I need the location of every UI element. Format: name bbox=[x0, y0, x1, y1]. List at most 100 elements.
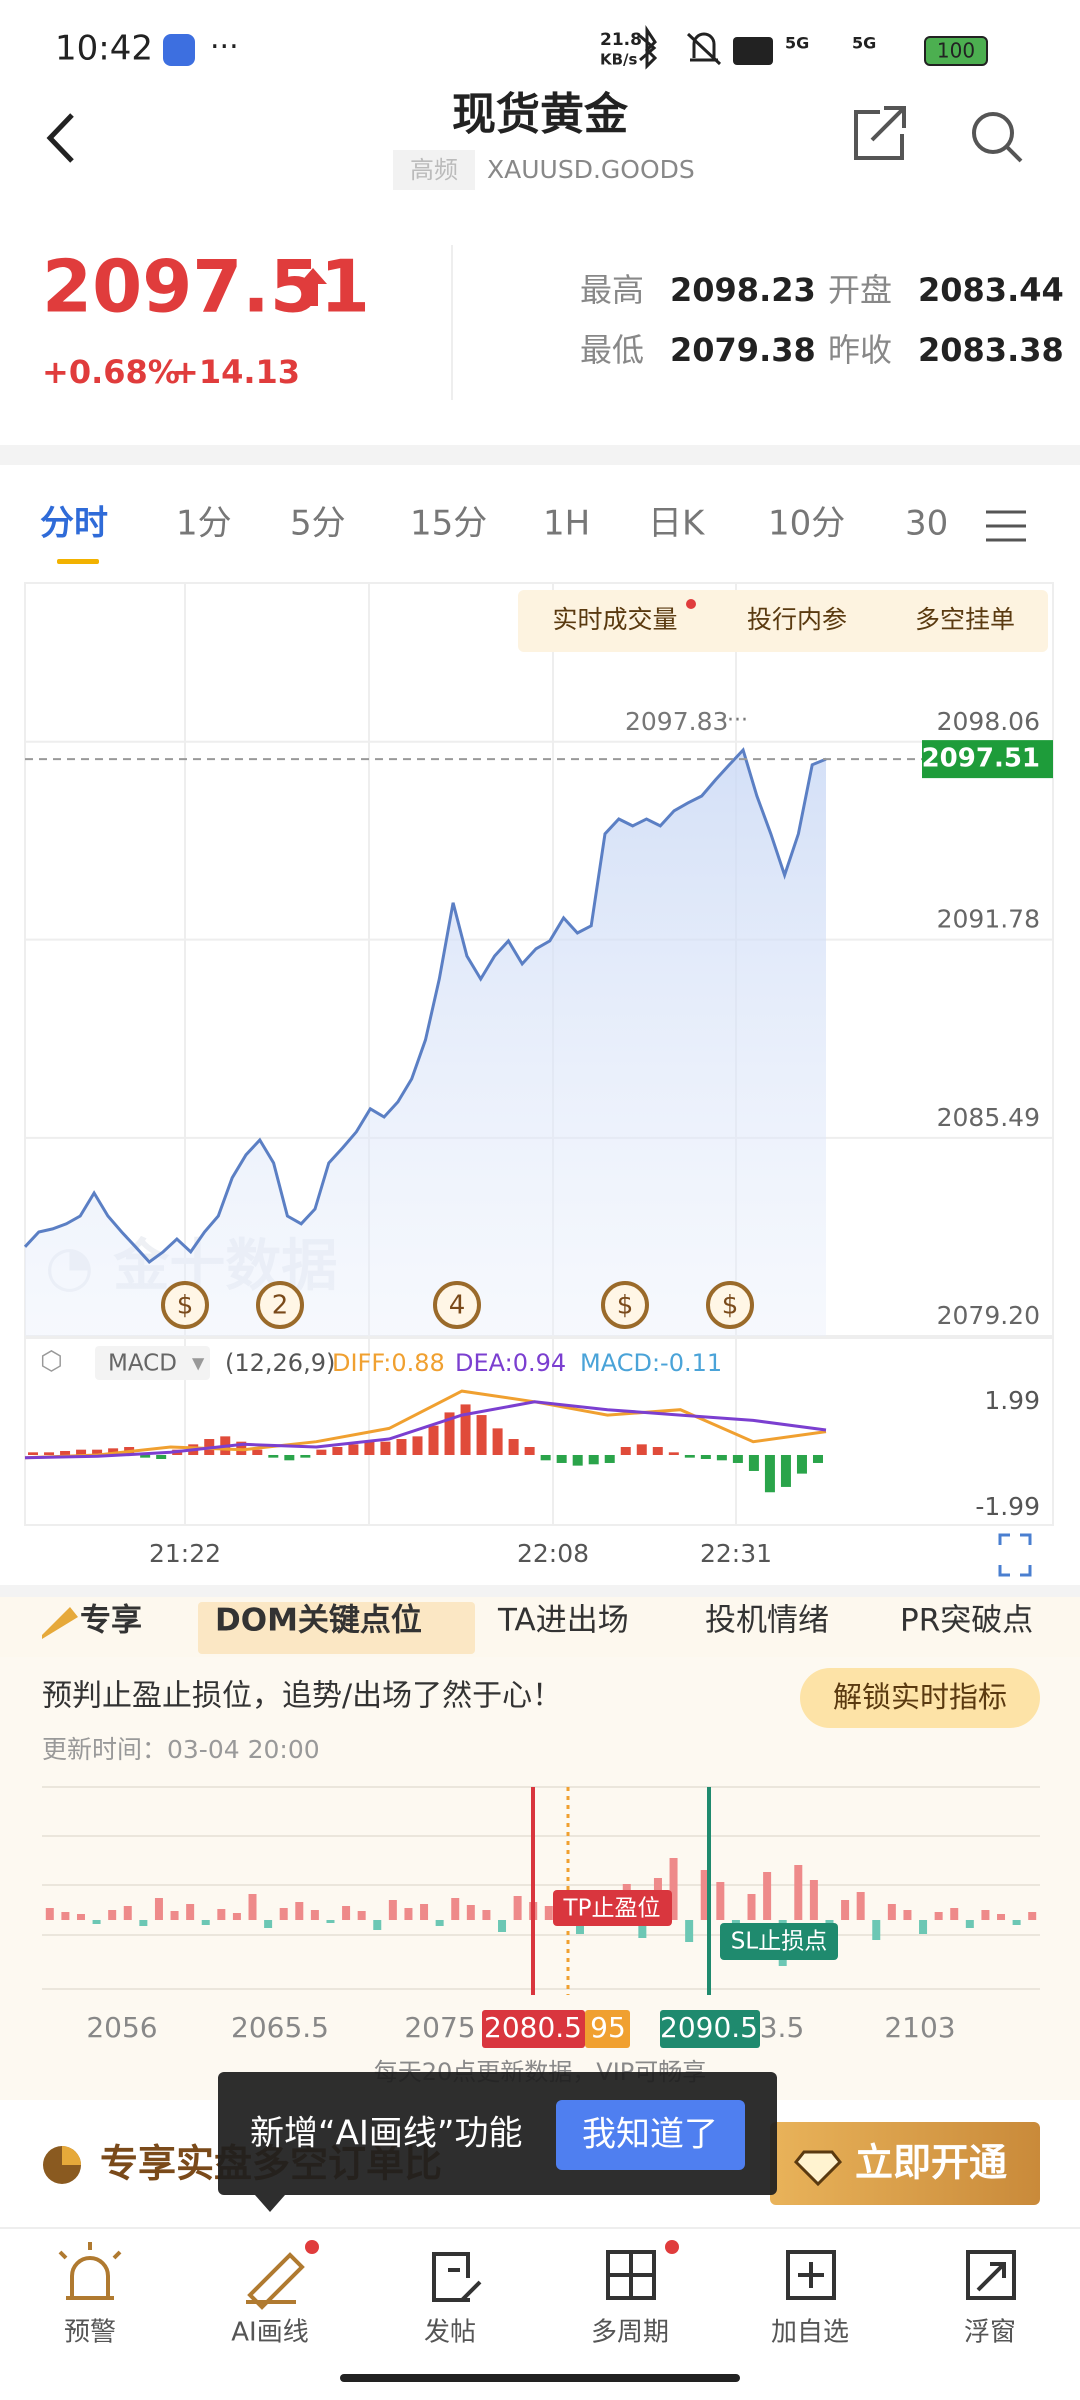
macd-bar bbox=[540, 1454, 551, 1461]
period-tab[interactable]: 日K bbox=[648, 504, 706, 544]
updated: 更新时间：03-04 20:00 bbox=[42, 1735, 320, 1764]
dom-bar bbox=[342, 1906, 351, 1920]
period-tab[interactable]: 30 bbox=[905, 504, 948, 544]
macd-bar bbox=[268, 1454, 279, 1458]
dom-bar bbox=[279, 1908, 288, 1920]
stat-label: 最高 bbox=[580, 271, 644, 309]
macd-bar bbox=[524, 1447, 535, 1455]
promo-button[interactable] bbox=[770, 2122, 1040, 2205]
macd-select[interactable] bbox=[95, 1346, 210, 1380]
stat-label: 昨收 bbox=[828, 331, 892, 369]
macd-bar bbox=[156, 1454, 167, 1459]
chart-buttons-bg bbox=[518, 590, 1048, 652]
macd-bar bbox=[332, 1447, 343, 1455]
net-unit: KB/s bbox=[600, 51, 638, 69]
section-tabs-bg bbox=[0, 1597, 1080, 1657]
fullscreen-button[interactable] bbox=[998, 1533, 1032, 1577]
dom-bar bbox=[420, 1904, 429, 1920]
macd-bar bbox=[476, 1415, 487, 1455]
dom-bar bbox=[809, 1880, 818, 1920]
dom-bar bbox=[404, 1908, 413, 1920]
macd-bar bbox=[444, 1412, 455, 1455]
change-pct: +0.68% bbox=[42, 353, 180, 391]
dom-bar bbox=[310, 1910, 319, 1920]
battery bbox=[924, 36, 988, 66]
nav-item[interactable]: 多周期 bbox=[591, 2318, 669, 2348]
dom-bar bbox=[482, 1910, 491, 1920]
unlock-button[interactable] bbox=[800, 1668, 1040, 1728]
nav-item[interactable]: 浮窗 bbox=[964, 2318, 1016, 2348]
section-tab[interactable]: PR突破点 bbox=[900, 1603, 1033, 1639]
price: 2097.51 bbox=[42, 245, 370, 329]
price-chart: 2079.20 2085.49 2091.78 2098.06 2097.51 2097.… bbox=[23, 707, 1053, 1337]
chart-button[interactable]: 实时成交量 bbox=[552, 605, 677, 634]
period-tab[interactable]: 5分 bbox=[290, 504, 346, 544]
chart-button[interactable]: 多空挂单 bbox=[915, 605, 1015, 634]
tag-bg bbox=[393, 150, 475, 190]
dom-bar bbox=[997, 1914, 1006, 1920]
macd-bar bbox=[780, 1454, 791, 1487]
nav-item[interactable]: 加自选 bbox=[771, 2318, 849, 2348]
period-tab[interactable]: 15分 bbox=[410, 504, 487, 544]
sl-price-box bbox=[660, 2010, 760, 2048]
marker-coin[interactable] bbox=[706, 1281, 754, 1329]
dom-bar bbox=[872, 1920, 881, 1940]
period-tab[interactable]: 10分 bbox=[768, 504, 845, 544]
last-price-box bbox=[922, 740, 1053, 779]
section-tab[interactable]: TA进出场 bbox=[497, 1603, 629, 1639]
period-tab[interactable]: 1H bbox=[543, 504, 590, 544]
nav-item[interactable]: 发帖 bbox=[424, 2318, 476, 2348]
marker-label: $ bbox=[177, 1291, 194, 1321]
marker-label: $ bbox=[617, 1291, 634, 1321]
nav-icons bbox=[58, 2242, 1016, 2310]
search-button[interactable] bbox=[972, 112, 1023, 163]
share-button[interactable] bbox=[854, 106, 906, 160]
x-tick-label: 21:22 bbox=[149, 1539, 221, 1568]
dom-bar bbox=[1012, 1920, 1021, 1925]
marker-coin[interactable] bbox=[256, 1281, 304, 1329]
x-tick-label: 22:31 bbox=[700, 1539, 772, 1568]
nav-item[interactable]: 预警 bbox=[64, 2318, 116, 2348]
dom-x-label: 95 bbox=[590, 2011, 626, 2044]
home-indicator bbox=[340, 2374, 740, 2382]
tp-label: TP止盈位 bbox=[563, 1896, 661, 1922]
chart-button[interactable]: 投行内参 bbox=[747, 605, 847, 634]
tab-underline bbox=[57, 559, 99, 564]
dom-bar bbox=[264, 1920, 273, 1928]
macd-icon: ⬡ bbox=[40, 1347, 63, 1377]
badge bbox=[305, 2240, 319, 2254]
dom-bar bbox=[856, 1892, 865, 1920]
dom-bar bbox=[435, 1920, 444, 1926]
dom-bar bbox=[92, 1920, 101, 1924]
macd-bar bbox=[700, 1454, 711, 1459]
macd-bar bbox=[412, 1436, 423, 1455]
macd-bar bbox=[348, 1444, 359, 1455]
dom-bar bbox=[638, 1920, 647, 1938]
back-button[interactable] bbox=[46, 113, 74, 163]
dom-bar bbox=[685, 1920, 694, 1942]
period-tab[interactable]: 1分 bbox=[176, 504, 232, 544]
sig1: 5G bbox=[785, 34, 809, 53]
marker-coin[interactable] bbox=[601, 1281, 649, 1329]
section-tab[interactable]: 专享 bbox=[80, 1603, 142, 1639]
nav-item[interactable]: AI画线 bbox=[231, 2318, 308, 2348]
dom-bar bbox=[357, 1911, 366, 1920]
stat-value: 2083.44 bbox=[918, 271, 1064, 309]
net-speed: 21.8 bbox=[600, 30, 642, 50]
macd-bar bbox=[108, 1448, 119, 1455]
dom-bar bbox=[388, 1900, 397, 1920]
tooltip-button[interactable] bbox=[556, 2100, 745, 2170]
macd-tick-label: -1.99 bbox=[975, 1492, 1040, 1521]
marker-coin[interactable] bbox=[161, 1281, 209, 1329]
section-tab[interactable]: 投机情绪 bbox=[705, 1603, 829, 1639]
dom-bar bbox=[544, 1906, 553, 1920]
badge bbox=[665, 2240, 679, 2254]
vip-icon bbox=[42, 1607, 78, 1639]
section-tab[interactable]: DOM关键点位 bbox=[215, 1603, 422, 1639]
macd-bar bbox=[140, 1454, 151, 1458]
dom-bar bbox=[794, 1865, 803, 1920]
menu-button[interactable] bbox=[986, 510, 1026, 542]
marker-coin[interactable] bbox=[433, 1281, 481, 1329]
period-tab[interactable]: 分时 bbox=[40, 504, 108, 544]
stat-value: 2079.38 bbox=[670, 331, 816, 369]
